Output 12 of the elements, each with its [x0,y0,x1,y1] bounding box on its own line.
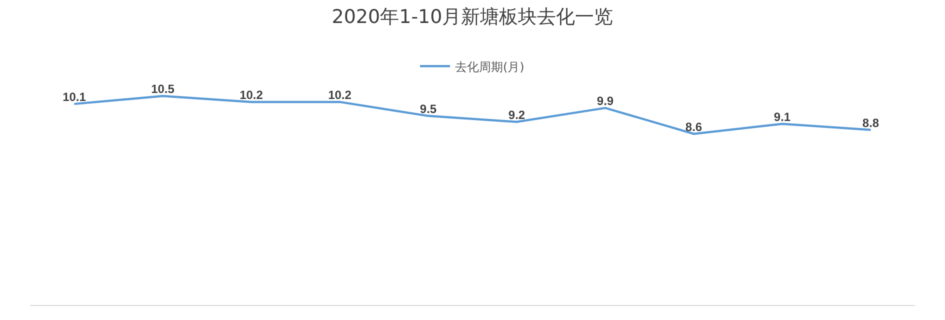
data-label: 9.2 [508,108,526,122]
data-label: 10.1 [62,90,86,104]
data-label: 8.8 [862,116,880,130]
data-label: 10.2 [240,88,264,102]
legend-label: 去化周期(月) [455,60,524,74]
data-label: 9.1 [774,110,791,124]
data-label: 10.5 [151,82,175,96]
chart-title: 2020年1-10月新塘板块去化一览 [332,6,614,28]
data-label: 9.5 [420,102,437,116]
data-label: 9.9 [596,94,614,108]
data-label: 8.6 [685,120,702,134]
data-label: 10.2 [328,88,352,102]
